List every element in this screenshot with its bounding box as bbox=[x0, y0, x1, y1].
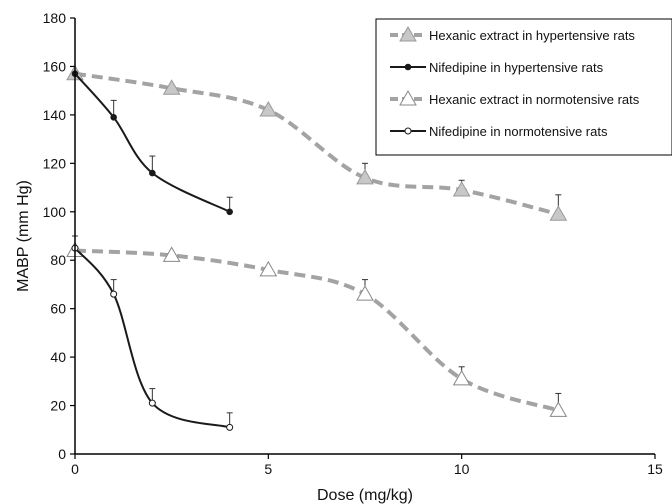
data-point bbox=[549, 205, 568, 221]
legend-swatch-marker bbox=[404, 127, 412, 135]
y-axis-label: MABP (mm Hg) bbox=[15, 180, 32, 292]
data-point bbox=[162, 79, 181, 95]
data-point bbox=[452, 369, 471, 386]
data-point bbox=[259, 101, 278, 117]
legend-item: Nifedipine in hypertensive rats bbox=[390, 60, 604, 75]
y-tick-label: 140 bbox=[43, 107, 67, 123]
series-line bbox=[74, 247, 230, 429]
legend-label: Nifedipine in hypertensive rats bbox=[429, 60, 604, 75]
y-tick-label: 160 bbox=[43, 58, 67, 74]
legend-item: Hexanic extract in normotensive rats bbox=[390, 89, 640, 107]
legend-item: Hexanic extract in hypertensive rats bbox=[390, 25, 635, 43]
data-point bbox=[162, 246, 181, 262]
y-tick-label: 80 bbox=[50, 252, 66, 268]
series-4 bbox=[71, 235, 234, 431]
data-point bbox=[226, 208, 233, 216]
data-point bbox=[110, 114, 117, 121]
data-point bbox=[549, 401, 568, 417]
data-point bbox=[226, 423, 234, 431]
series-line bbox=[74, 248, 559, 413]
y-tick-label: 40 bbox=[50, 349, 66, 365]
y-tick-label: 180 bbox=[43, 10, 67, 26]
data-point bbox=[259, 260, 278, 277]
legend: Hexanic extract in hypertensive rats Nife… bbox=[375, 18, 672, 156]
data-point bbox=[356, 168, 374, 185]
data-point bbox=[356, 285, 374, 301]
y-tick-label: 120 bbox=[43, 155, 67, 171]
x-tick-label: 5 bbox=[264, 461, 272, 477]
data-point bbox=[110, 290, 118, 298]
series-2 bbox=[71, 70, 233, 216]
data-point bbox=[149, 169, 156, 177]
x-axis-label: Dose (mg/kg) bbox=[317, 487, 413, 504]
y-tick-label: 60 bbox=[50, 301, 66, 317]
x-tick-label: 15 bbox=[647, 461, 663, 477]
series-line bbox=[74, 73, 231, 213]
legend-label: Hexanic extract in hypertensive rats bbox=[429, 28, 635, 43]
legend-label: Hexanic extract in normotensive rats bbox=[429, 92, 640, 107]
data-point bbox=[148, 399, 156, 407]
series-3 bbox=[66, 241, 568, 417]
data-point bbox=[452, 180, 471, 197]
y-tick-label: 0 bbox=[58, 446, 66, 462]
y-tick-label: 20 bbox=[50, 398, 66, 414]
legend-swatch-marker bbox=[399, 89, 417, 106]
legend-item: Nifedipine in normotensive rats bbox=[390, 124, 608, 139]
y-tick-label: 100 bbox=[43, 204, 67, 220]
legend-swatch-marker bbox=[399, 25, 417, 42]
x-tick-label: 10 bbox=[454, 461, 470, 477]
legend-label: Nifedipine in normotensive rats bbox=[429, 124, 608, 139]
series-1 bbox=[66, 64, 568, 221]
legend-box bbox=[375, 18, 672, 156]
legend-swatch-marker bbox=[404, 63, 412, 71]
x-tick-label: 0 bbox=[71, 461, 79, 477]
